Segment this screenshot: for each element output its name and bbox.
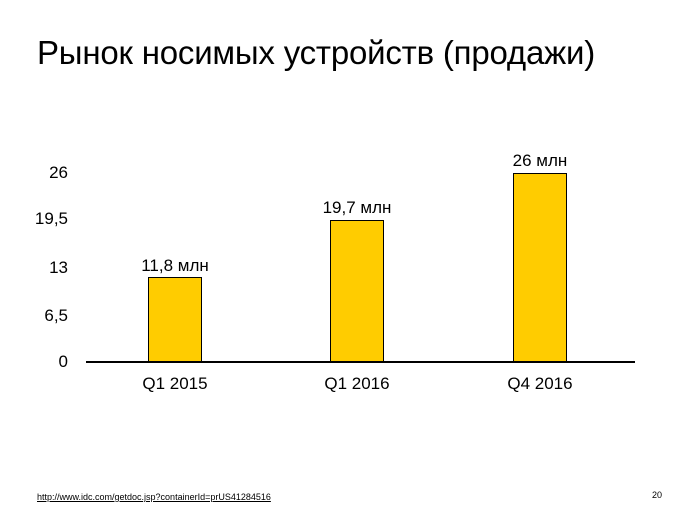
data-label: 19,7 млн: [322, 198, 392, 217]
y-tick: 13: [49, 258, 68, 277]
y-tick: 0: [58, 352, 68, 371]
bar-q1-2015: [148, 277, 202, 362]
data-label: 11,8 млн: [141, 256, 209, 275]
y-tick: 26: [49, 163, 68, 182]
y-tick: 6,5: [44, 306, 68, 325]
x-tick: Q1 2016: [324, 374, 390, 393]
bar-q1-2016: [330, 220, 384, 362]
bar-q4-2016: [513, 173, 567, 362]
x-axis-line: [86, 361, 635, 363]
x-tick: Q4 2016: [507, 374, 573, 393]
data-label: 26 млн: [512, 151, 568, 170]
slide-title: Рынок носимых устройств (продажи): [37, 34, 596, 71]
x-tick: Q1 2015: [142, 374, 208, 393]
page-number: 20: [652, 490, 663, 500]
source-link[interactable]: http://www.idc.com/getdoc.jsp?containerI…: [37, 492, 271, 502]
y-tick: 19,5: [34, 209, 68, 228]
